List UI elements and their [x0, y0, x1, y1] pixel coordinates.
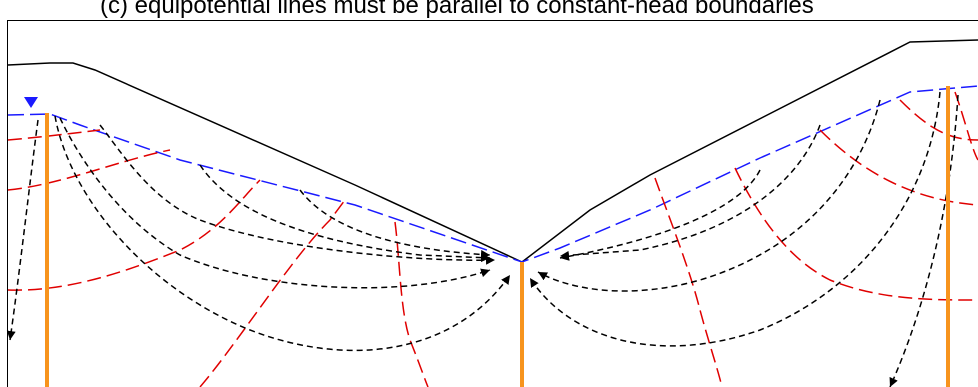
equipotential-line	[954, 91, 978, 161]
equipotential-line	[199, 199, 346, 387]
equipotential-line	[819, 129, 978, 206]
flow-line	[54, 115, 511, 352]
equipotential-lines	[7, 91, 978, 387]
water-table-marker-icon	[24, 97, 38, 108]
flow-line	[6, 119, 39, 341]
flow-line	[889, 94, 959, 387]
flow-line	[529, 91, 941, 347]
flow-line	[99, 124, 496, 265]
flow-line	[59, 117, 491, 289]
flow-line	[559, 124, 821, 260]
water-table-line	[7, 85, 978, 263]
equipotential-line	[7, 179, 261, 291]
equipotential-line	[734, 167, 978, 301]
equipotential-line	[394, 221, 429, 387]
flow-line	[199, 164, 491, 263]
flow-lines	[6, 91, 959, 387]
wells	[45, 86, 950, 387]
flow-line	[299, 189, 491, 259]
figure-caption: (c) equipotential lines must be parallel…	[100, 0, 814, 19]
equipotential-line	[7, 149, 171, 191]
equipotential-line	[654, 177, 723, 387]
ground-surface-line	[7, 39, 978, 263]
figure-frame	[7, 20, 978, 387]
flow-line	[559, 169, 761, 261]
flow-line	[537, 99, 881, 292]
equipotential-line	[7, 129, 101, 141]
